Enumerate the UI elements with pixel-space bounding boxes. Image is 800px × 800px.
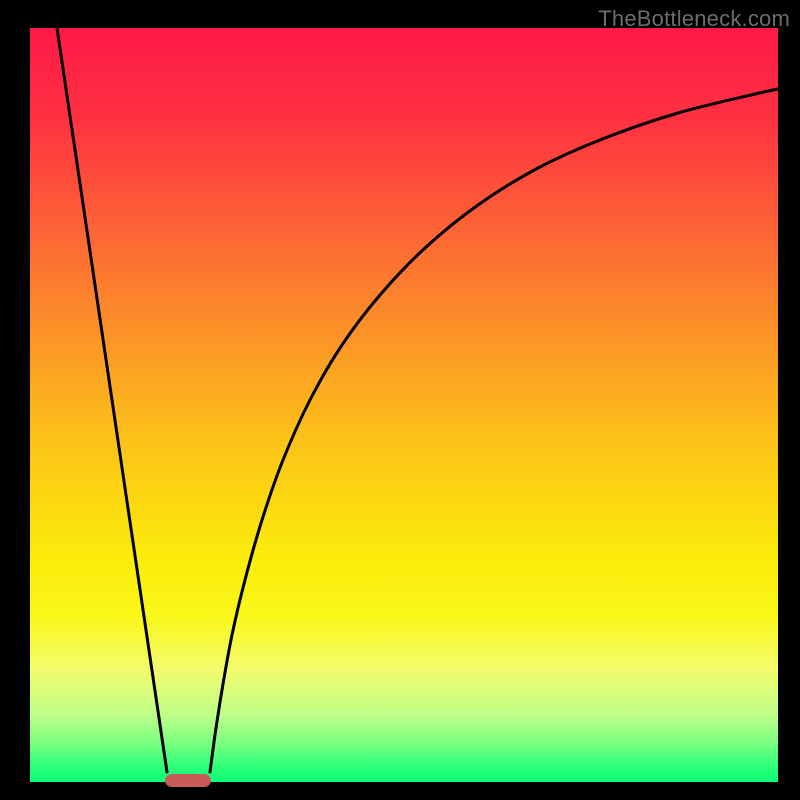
- chart-container: TheBottleneck.com: [0, 0, 800, 800]
- bottleneck-chart: [0, 0, 800, 800]
- bottleneck-marker: [165, 774, 211, 787]
- watermark-link[interactable]: TheBottleneck.com: [598, 6, 790, 32]
- plot-area: [30, 28, 778, 782]
